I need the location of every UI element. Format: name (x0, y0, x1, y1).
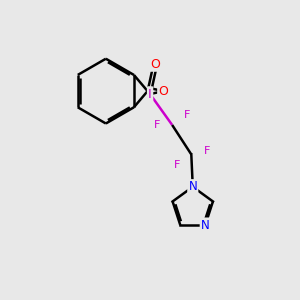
Text: F: F (154, 120, 161, 130)
Text: F: F (174, 160, 180, 170)
Text: N: N (188, 180, 197, 193)
Text: O: O (158, 85, 168, 98)
Text: I: I (148, 88, 152, 100)
Text: N: N (201, 219, 210, 232)
Text: F: F (184, 110, 191, 120)
Text: O: O (150, 58, 160, 70)
Text: F: F (203, 146, 210, 157)
